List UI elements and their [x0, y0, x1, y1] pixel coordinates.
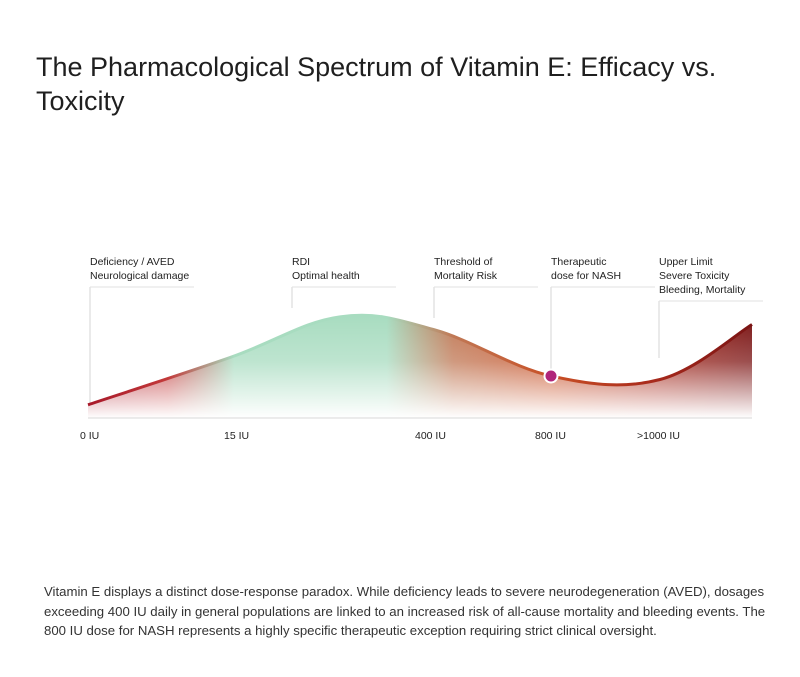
page-title: The Pharmacological Spectrum of Vitamin …	[36, 52, 717, 116]
annotation-rdi-line-1: RDI	[292, 256, 310, 268]
annotation-mortality-threshold: Threshold of Mortality Risk	[434, 256, 498, 282]
annotation-mortality-line-1: Threshold of	[434, 256, 492, 268]
x-tick-label: >1000 IU	[637, 430, 680, 442]
annotation-mortality-line-2: Mortality Risk	[434, 270, 498, 282]
x-tick-label: 400 IU	[415, 430, 446, 442]
annotation-deficiency-line-2: Neurological damage	[90, 270, 189, 282]
x-tick-label: 15 IU	[224, 430, 249, 442]
x-tick-label: 0 IU	[80, 430, 99, 442]
curve-area-fade	[88, 315, 752, 418]
annotation-rdi-line-2: Optimal health	[292, 270, 360, 282]
chart-caption: Vitamin E displays a distinct dose-respo…	[44, 584, 766, 639]
annotation-deficiency-line-1: Deficiency / AVED	[90, 256, 175, 268]
annotation-upper-limit: Upper Limit Severe Toxicity Bleeding, Mo…	[659, 256, 746, 296]
annotation-upper-line-2: Severe Toxicity	[659, 270, 730, 282]
annotation-deficiency: Deficiency / AVED Neurological damage	[90, 256, 189, 282]
nash-dose-marker[interactable]	[543, 368, 559, 384]
annotation-leaders	[89, 286, 763, 418]
x-tick-label: 800 IU	[535, 430, 566, 442]
annotation-therapeutic-line-1: Therapeutic	[551, 256, 606, 268]
annotation-upper-line-1: Upper Limit	[659, 256, 713, 268]
chart-svg: Deficiency / AVED Neurological damage RD…	[80, 256, 763, 442]
annotation-therapeutic-line-2: dose for NASH	[551, 270, 621, 282]
annotation-rdi: RDI Optimal health	[292, 256, 360, 282]
annotation-upper-line-3: Bleeding, Mortality	[659, 284, 746, 296]
curve-line	[87, 313, 753, 407]
annotation-therapeutic: Therapeutic dose for NASH	[551, 256, 621, 282]
dose-response-chart: Deficiency / AVED Neurological damage RD…	[40, 190, 780, 550]
